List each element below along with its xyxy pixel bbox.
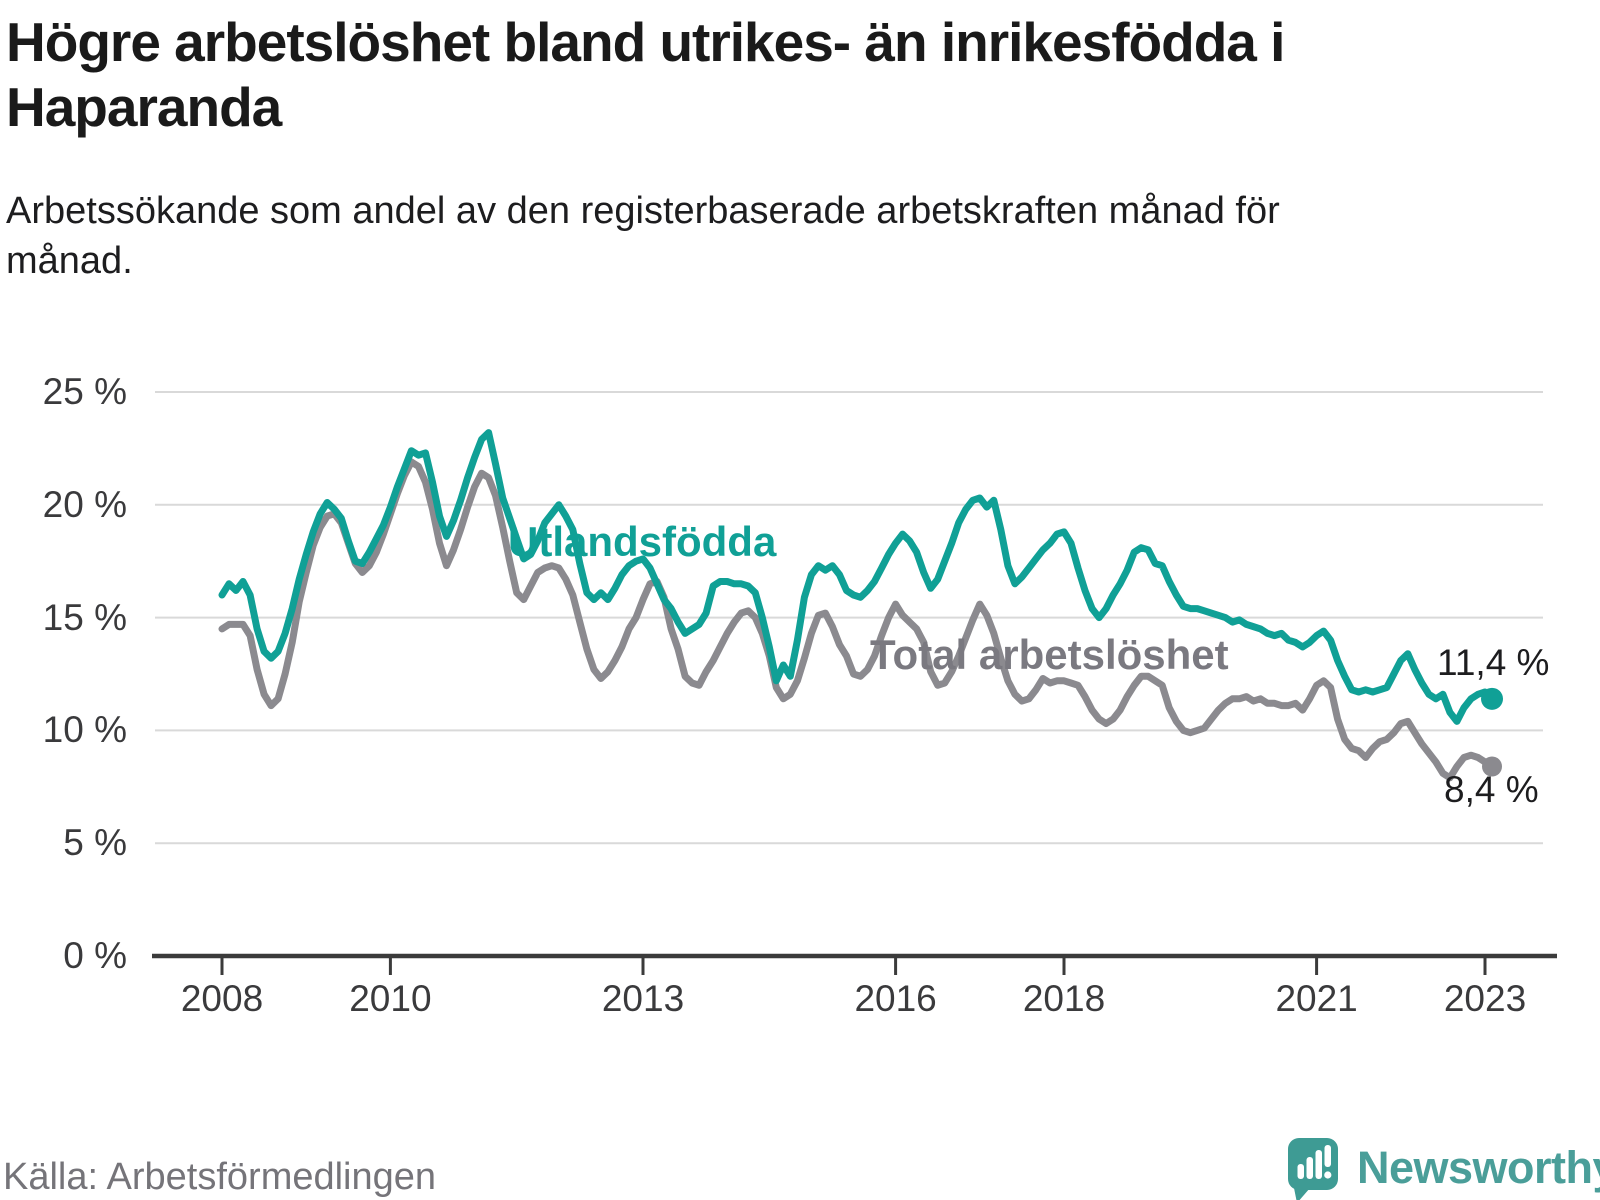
end-value-label-utlandsfodda: 11,4 % xyxy=(1437,642,1550,683)
newsworthy-wordmark: Newsworthy xyxy=(1357,1142,1600,1193)
x-axis-label: 2018 xyxy=(1022,978,1106,1019)
x-axis-label: 2008 xyxy=(180,978,264,1019)
newsworthy-brand: Newsworthy xyxy=(1288,1136,1600,1200)
series-label-total-arbetsloshet: Total arbetslöshet xyxy=(870,631,1229,678)
chart-title: Högre arbetslöshet bland utrikes- än inr… xyxy=(6,11,1285,138)
newsworthy-logo-icon xyxy=(1288,1138,1338,1200)
source-note: Källa: Arbetsförmedlingen xyxy=(3,1156,437,1198)
series-label-utlandsfodda: Utlandsfödda xyxy=(508,518,777,565)
x-axis-label: 2021 xyxy=(1275,978,1358,1019)
x-axis-label: 2016 xyxy=(854,978,937,1019)
x-axis-label: 2023 xyxy=(1443,978,1527,1019)
x-axis-label: 2013 xyxy=(601,978,685,1019)
chart-subtitle: Arbetssökande som andel av den registerb… xyxy=(6,190,1280,283)
end-value-label-total: 8,4 % xyxy=(1444,769,1539,810)
x-axis-label: 2010 xyxy=(349,978,432,1019)
